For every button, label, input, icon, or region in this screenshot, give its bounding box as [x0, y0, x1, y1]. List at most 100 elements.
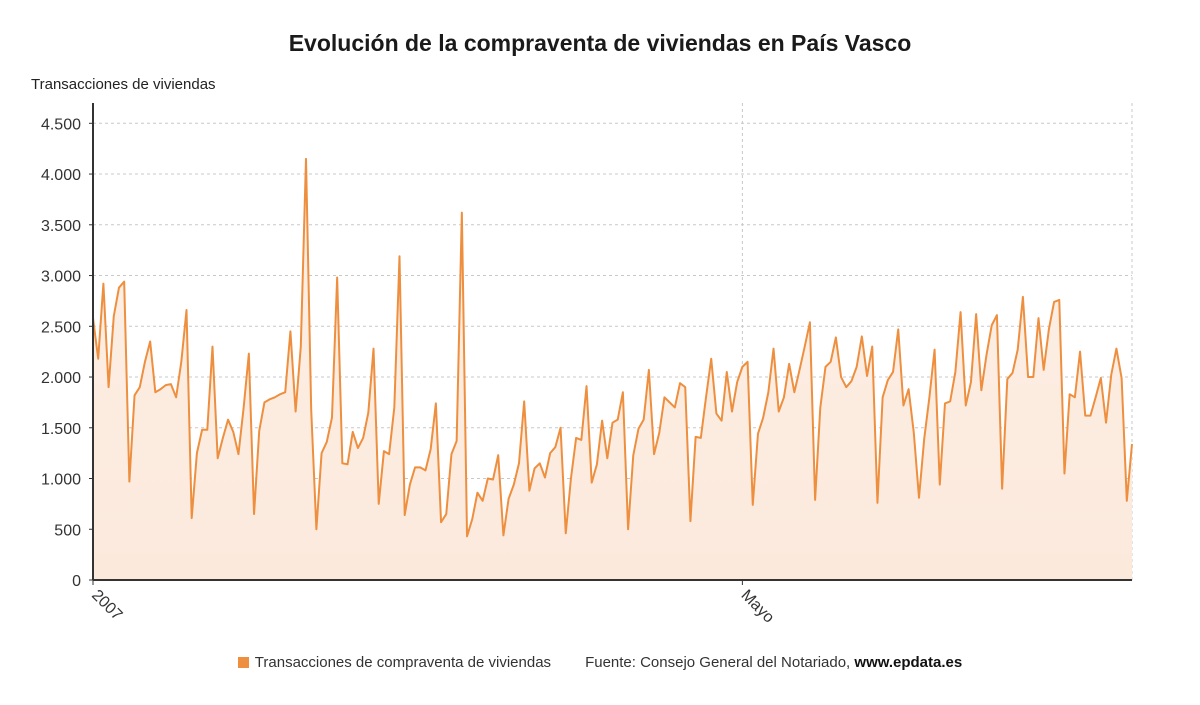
data-point	[352, 431, 354, 433]
data-point	[305, 158, 307, 160]
data-point	[414, 466, 416, 468]
data-point	[149, 340, 151, 342]
data-point	[481, 500, 483, 502]
y-tick-label: 1.500	[41, 421, 81, 438]
data-point	[97, 358, 99, 360]
data-point	[819, 406, 821, 408]
data-point	[570, 477, 572, 479]
data-point	[331, 416, 333, 418]
data-point	[902, 404, 904, 406]
data-point	[554, 446, 556, 448]
data-point	[175, 396, 177, 398]
data-point	[933, 348, 935, 350]
data-point	[606, 457, 608, 459]
data-point	[113, 315, 115, 317]
data-point	[346, 463, 348, 465]
data-point	[320, 452, 322, 454]
data-point	[648, 369, 650, 371]
data-point	[1011, 372, 1013, 374]
data-point	[123, 280, 125, 282]
data-point	[736, 381, 738, 383]
data-point	[1063, 472, 1065, 474]
data-point	[975, 313, 977, 315]
data-point	[289, 330, 291, 332]
x-tick-label: 2007	[88, 587, 125, 624]
data-point	[466, 535, 468, 537]
data-point	[767, 391, 769, 393]
legend-series-label: Transacciones de compraventa de vivienda…	[254, 654, 552, 671]
data-point	[507, 498, 509, 500]
data-point	[627, 528, 629, 530]
data-point	[502, 534, 504, 536]
data-point	[939, 483, 941, 485]
data-point	[944, 402, 946, 404]
data-point	[565, 532, 567, 534]
data-point	[710, 358, 712, 360]
data-point	[258, 430, 260, 432]
data-point	[196, 452, 198, 454]
data-point	[398, 255, 400, 257]
data-point	[642, 418, 644, 420]
data-point	[632, 454, 634, 456]
data-point	[653, 453, 655, 455]
data-point	[102, 282, 104, 284]
data-point	[715, 412, 717, 414]
data-point	[762, 416, 764, 418]
source-link[interactable]: www.epdata.es	[854, 654, 963, 671]
data-point	[523, 400, 525, 402]
data-point	[980, 389, 982, 391]
data-point	[1017, 348, 1019, 350]
data-point	[840, 376, 842, 378]
data-point	[752, 504, 754, 506]
data-point	[829, 361, 831, 363]
data-point	[663, 396, 665, 398]
data-point	[928, 396, 930, 398]
data-point	[814, 499, 816, 501]
data-point	[1006, 378, 1008, 380]
legend-swatch	[237, 657, 249, 668]
data-point	[845, 386, 847, 388]
data-point	[388, 453, 390, 455]
data-point	[357, 447, 359, 449]
data-point	[1022, 296, 1024, 298]
data-point	[575, 437, 577, 439]
series-area-fill	[93, 158, 1132, 580]
y-tick-label: 0	[72, 573, 81, 590]
x-tick-labels: 2007 Mayo	[88, 587, 777, 627]
data-point	[424, 469, 426, 471]
data-point	[165, 384, 167, 386]
y-tick-label: 2.500	[41, 319, 81, 336]
data-point	[429, 448, 431, 450]
data-point	[871, 345, 873, 347]
data-point	[772, 347, 774, 349]
data-point	[284, 391, 286, 393]
data-point	[741, 366, 743, 368]
data-point	[700, 437, 702, 439]
data-point	[580, 439, 582, 441]
data-point	[1084, 414, 1086, 416]
data-point	[689, 520, 691, 522]
data-point	[476, 492, 478, 494]
data-point	[954, 371, 956, 373]
data-point	[487, 477, 489, 479]
data-point	[185, 309, 187, 311]
data-point	[315, 528, 317, 530]
y-tick-label: 4.500	[41, 116, 81, 133]
data-point	[559, 427, 561, 429]
data-point	[300, 345, 302, 347]
data-point	[336, 276, 338, 278]
data-point	[253, 513, 255, 515]
data-point	[154, 391, 156, 393]
data-point	[461, 211, 463, 213]
data-point	[876, 502, 878, 504]
data-point	[549, 452, 551, 454]
data-point	[362, 437, 364, 439]
data-point	[731, 410, 733, 412]
data-point	[720, 419, 722, 421]
data-point	[216, 457, 218, 459]
data-point	[746, 361, 748, 363]
data-point	[242, 406, 244, 408]
data-point	[1037, 317, 1039, 319]
data-point	[835, 336, 837, 338]
data-point	[455, 440, 457, 442]
